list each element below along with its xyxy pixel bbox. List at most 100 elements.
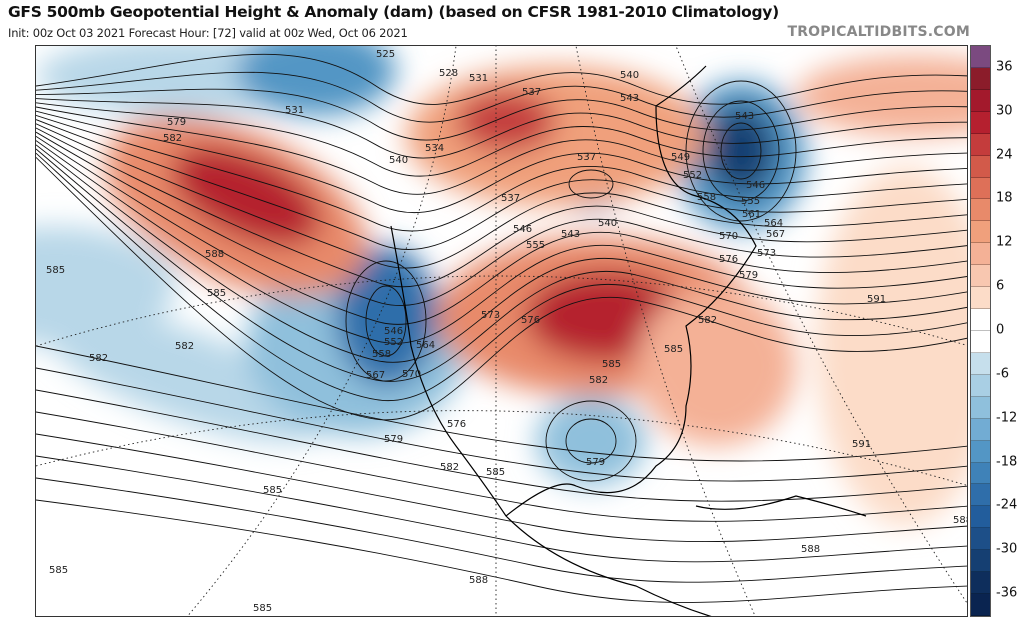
contour-line <box>36 157 967 421</box>
contour-line <box>36 389 967 502</box>
contour-line <box>36 433 967 542</box>
contour-labels: 525 528 531 537 540 543 543 531 579 582 540 534 537 5… <box>46 49 968 614</box>
contour-line <box>345 260 427 382</box>
contour-label: 555 <box>526 240 545 251</box>
colorbar-segment <box>971 440 990 463</box>
contour-line <box>36 136 967 325</box>
colorbar-label: -24 <box>996 497 1018 513</box>
contour-line <box>568 169 614 199</box>
contour-label: 585 <box>263 485 282 496</box>
contour-label: 582 <box>89 353 108 364</box>
colorbar-segment <box>971 462 990 485</box>
contour-line <box>36 131 967 307</box>
colorbar-segment <box>971 352 990 375</box>
contour-label: 591 <box>867 294 886 305</box>
contour-label: 588 <box>953 515 968 526</box>
contour-label: 582 <box>698 315 717 326</box>
contour-label: 531 <box>469 73 488 84</box>
contour-line <box>36 144 967 363</box>
contour-label: 549 <box>671 152 690 163</box>
contour-label: 576 <box>521 315 540 326</box>
contour-label: 585 <box>664 344 683 355</box>
contour-label: 582 <box>589 375 608 386</box>
coastlines <box>390 65 867 616</box>
colorbar-segment <box>971 177 990 200</box>
contour-label: 582 <box>163 133 182 144</box>
colorbar-segment <box>971 484 990 507</box>
colorbar-segment <box>971 221 990 244</box>
colorbar-segment <box>971 287 990 310</box>
contour-label: 564 <box>764 218 783 229</box>
contour-label: 534 <box>425 143 444 154</box>
contour-label: 528 <box>439 68 458 79</box>
colorbar-segment <box>971 111 990 134</box>
colorbar-segment <box>971 550 990 573</box>
colorbar-segment <box>971 46 990 68</box>
colorbar-label: -12 <box>996 410 1018 426</box>
contour-line <box>565 418 617 464</box>
colorbar-segment <box>971 396 990 419</box>
contour-label: 543 <box>620 93 639 104</box>
height-contours <box>36 53 967 603</box>
contour-line <box>702 100 780 202</box>
contour-label: 555 <box>741 196 760 207</box>
colorbar-segment <box>971 243 990 266</box>
colorbar-label: 18 <box>996 190 1013 206</box>
colorbar-segment <box>971 67 990 90</box>
contour-label: 585 <box>46 265 65 276</box>
colorbar-label: -36 <box>996 585 1018 601</box>
colorbar-segment <box>971 418 990 441</box>
contour-label: 570 <box>719 231 738 242</box>
map-title: GFS 500mb Geopotential Height & Anomaly … <box>8 3 779 21</box>
contour-line <box>36 53 967 105</box>
contour-line <box>36 148 967 382</box>
contour-label: 573 <box>757 248 776 259</box>
contour-label: 582 <box>175 341 194 352</box>
contour-label: 582 <box>440 462 459 473</box>
contour-label: 558 <box>372 349 391 360</box>
contour-label: 573 <box>481 310 500 321</box>
contour-label: 576 <box>719 254 738 265</box>
contour-label: 552 <box>384 337 403 348</box>
contour-line <box>36 152 967 402</box>
contour-line <box>36 411 967 522</box>
colorbar-segment <box>971 199 990 222</box>
colorbar-segment <box>971 330 990 353</box>
brand-watermark: TROPICALTIDBITS.COM <box>787 24 970 40</box>
contour-label: 546 <box>746 180 765 191</box>
contour-label: 585 <box>602 359 621 370</box>
contour-label: 585 <box>207 288 226 299</box>
contour-label: 540 <box>620 70 639 81</box>
graticule <box>36 46 967 616</box>
contour-label: 561 <box>742 209 761 220</box>
contour-line <box>36 345 967 462</box>
colorbar-label: -18 <box>996 454 1018 470</box>
contour-line <box>36 88 967 141</box>
colorbar-segment <box>971 594 990 616</box>
contour-label: 585 <box>49 565 68 576</box>
contour-line <box>36 127 967 288</box>
contour-label: 543 <box>561 229 580 240</box>
contour-label: 579 <box>167 117 186 128</box>
contour-line <box>36 455 967 563</box>
contour-label: 543 <box>735 111 754 122</box>
contour-line <box>685 80 797 222</box>
contour-line <box>545 400 637 482</box>
contour-label: 588 <box>469 575 488 586</box>
contour-label: 567 <box>366 370 385 381</box>
contour-line <box>36 98 967 159</box>
colorbar-segment <box>971 506 990 529</box>
colorbar-label: 6 <box>996 278 1005 294</box>
colorbar-label: 30 <box>996 103 1013 119</box>
contour-label: 588 <box>205 249 224 260</box>
contour-label: 537 <box>577 152 596 163</box>
colorbar-segment <box>971 89 990 112</box>
contour-line <box>36 477 967 583</box>
contour-label: 585 <box>253 603 272 614</box>
contour-line <box>36 71 967 123</box>
colorbar-segment <box>971 265 990 288</box>
contour-label: 588 <box>801 544 820 555</box>
colorbar-label: 0 <box>996 322 1005 338</box>
contour-line <box>36 114 967 232</box>
colorbar-label: 12 <box>996 234 1013 250</box>
